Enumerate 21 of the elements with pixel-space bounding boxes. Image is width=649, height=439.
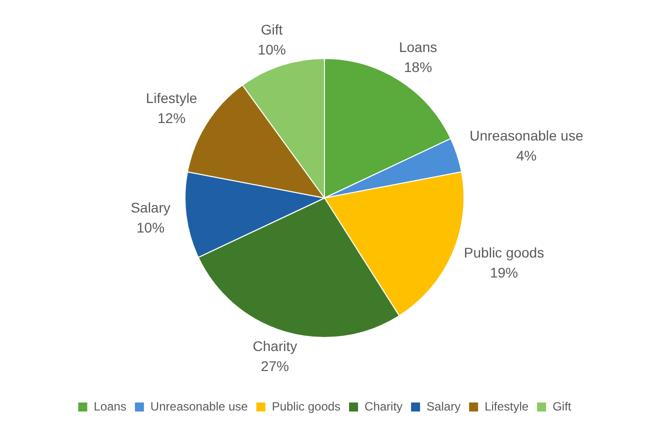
data-label: 19% xyxy=(490,264,518,281)
legend-label: Unreasonable use xyxy=(150,399,248,414)
legend-label: Salary xyxy=(426,399,461,414)
slice-label: Unreasonable use xyxy=(470,128,584,144)
slice-label: Loans xyxy=(398,39,438,56)
slice-label: Lifestyle xyxy=(146,90,198,106)
data-label: 4% xyxy=(516,148,537,164)
slice-label: Gift xyxy=(260,21,283,38)
legend-label: Public goods xyxy=(272,399,341,414)
legend-label: Lifestyle xyxy=(484,399,529,414)
data-label: 10% xyxy=(258,41,286,58)
legend-label: Loans xyxy=(94,399,126,414)
data-label: 12% xyxy=(158,110,186,126)
legend-label: Gift xyxy=(552,399,572,414)
legend-label: Charity xyxy=(364,399,403,414)
data-label: 10% xyxy=(136,220,165,236)
data-label: 27% xyxy=(260,358,289,374)
slice-label: Public goods xyxy=(464,244,544,261)
slice-label: Salary xyxy=(130,200,170,216)
slice-label: Charity xyxy=(252,338,298,354)
data-label: 18% xyxy=(404,59,432,76)
